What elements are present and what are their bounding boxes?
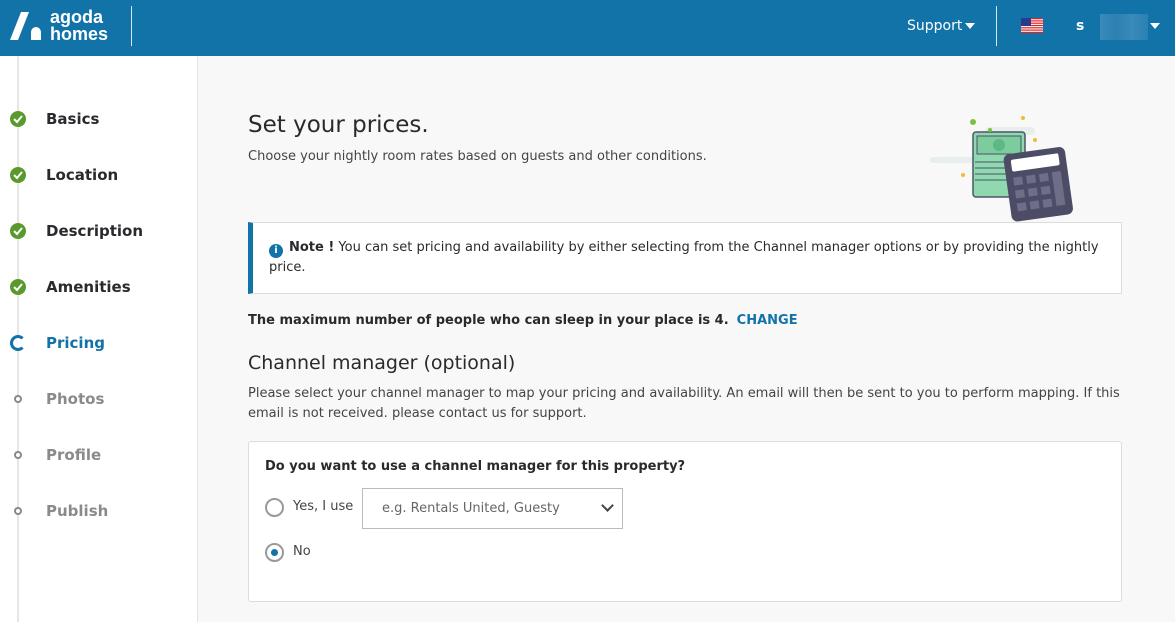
- check-marks: [13, 115, 23, 292]
- step-label: Pricing: [46, 334, 105, 352]
- note-label: Note !: [289, 240, 335, 255]
- step-label: Photos: [46, 390, 105, 408]
- radio-yes-label[interactable]: Yes, I use: [293, 499, 354, 514]
- logo-icon: [10, 10, 44, 42]
- pricing-illustration: [930, 116, 1073, 222]
- change-link[interactable]: CHANGE: [736, 313, 798, 328]
- page-subtitle: Choose your nightly room rates based on …: [248, 149, 707, 164]
- step-label: Location: [46, 166, 119, 184]
- user-name-redacted[interactable]: [1100, 14, 1148, 40]
- channel-manager-select[interactable]: e.g. Rentals United, Guesty: [362, 488, 623, 529]
- sidebar: Basics Location Description Amenities Pr…: [0, 56, 198, 622]
- sidebar-item-description[interactable]: Description: [0, 219, 198, 243]
- step-label: Description: [46, 222, 144, 240]
- logo-text-agoda: agoda: [50, 7, 104, 27]
- sidebar-item-basics[interactable]: Basics: [0, 107, 198, 131]
- step-label: Amenities: [46, 278, 131, 296]
- select-placeholder: e.g. Rentals United, Guesty: [382, 501, 560, 516]
- sidebar-item-profile[interactable]: Profile: [0, 443, 198, 467]
- channel-manager-description: Please select your channel manager to ma…: [248, 386, 1120, 421]
- max-occupancy-text: The maximum number of people who can sle…: [248, 313, 729, 328]
- check-icon: [10, 279, 26, 295]
- divider: [996, 6, 997, 46]
- channel-manager-card: Do you want to use a channel manager for…: [248, 441, 1122, 602]
- support-caret-icon: [965, 23, 975, 29]
- support-menu[interactable]: Support: [907, 18, 962, 34]
- sidebar-item-publish[interactable]: Publish: [0, 499, 198, 523]
- note-text: You can set pricing and availability by …: [269, 240, 1099, 275]
- user-initial[interactable]: s: [1076, 18, 1085, 34]
- sidebar-item-pricing[interactable]: Pricing: [0, 331, 198, 355]
- dot-icon: [14, 451, 22, 459]
- sidebar-item-amenities[interactable]: Amenities: [0, 275, 198, 299]
- radio-yes[interactable]: [265, 498, 284, 517]
- check-icon: [10, 111, 26, 127]
- sidebar-item-photos[interactable]: Photos: [0, 387, 198, 411]
- user-caret-icon[interactable]: [1150, 23, 1160, 29]
- check-icon: [10, 223, 26, 239]
- dot-icon: [14, 395, 22, 403]
- step-label: Basics: [46, 110, 100, 128]
- check-icon: [10, 167, 26, 183]
- top-bar: agoda homes Support s: [0, 0, 1175, 56]
- dot-icon: [14, 507, 22, 515]
- step-label: Publish: [46, 502, 109, 520]
- chevron-down-icon: [601, 499, 614, 512]
- support-label: Support: [907, 18, 963, 34]
- radio-no[interactable]: [265, 543, 284, 562]
- us-flag-icon[interactable]: [1021, 18, 1043, 33]
- note-banner: i Note ! You can set pricing and availabi…: [248, 222, 1122, 294]
- max-occupancy: The maximum number of people who can sle…: [248, 313, 798, 328]
- sidebar-item-location[interactable]: Location: [0, 163, 198, 187]
- progress-icon: [10, 335, 26, 351]
- divider: [131, 6, 132, 46]
- radio-no-label[interactable]: No: [293, 544, 311, 559]
- channel-manager-title: Channel manager (optional): [248, 352, 516, 374]
- step-label: Profile: [46, 446, 102, 464]
- info-icon: i: [269, 244, 283, 258]
- page-title: Set your prices.: [248, 112, 429, 138]
- channel-question: Do you want to use a channel manager for…: [265, 459, 686, 474]
- agoda-homes-logo[interactable]: agoda homes: [10, 7, 109, 44]
- logo-text-homes: homes: [50, 24, 109, 44]
